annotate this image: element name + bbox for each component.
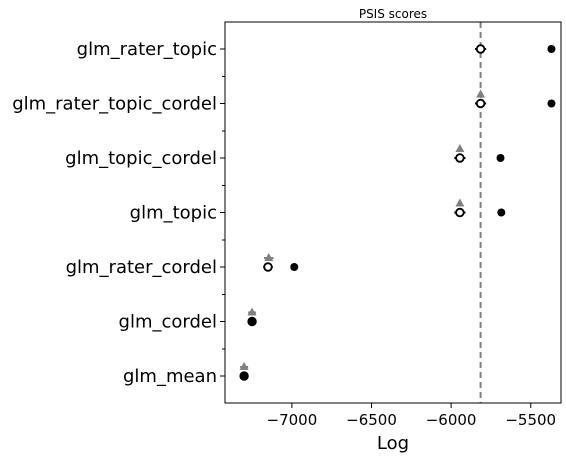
- loo-marker: [455, 153, 465, 163]
- difference-marker: [247, 307, 257, 316]
- difference-marker: [476, 89, 486, 98]
- in-sample-marker: [496, 154, 505, 162]
- x-axis-label: Log: [377, 433, 409, 454]
- loo-marker: [263, 262, 273, 272]
- in-sample-marker: [290, 263, 299, 271]
- difference-marker: [239, 362, 249, 370]
- in-sample-marker: [547, 99, 556, 108]
- y-tick-label: glm_rater_topic: [77, 39, 217, 60]
- y-tick-label: glm_rater_cordel: [66, 257, 217, 278]
- plot-area: −7000 −6500 −6000 −5500 glm_rater_topic glm_r…: [12, 22, 556, 429]
- plot-frame: [224, 21, 562, 404]
- in-sample-marker: [547, 45, 556, 53]
- y-tick-label: glm_topic: [130, 203, 217, 224]
- y-tick-label: glm_cordel: [119, 312, 217, 333]
- in-sample-marker: [240, 372, 249, 380]
- chart-title: PSIS scores: [359, 7, 427, 21]
- loo-marker: [455, 207, 465, 218]
- x-tick-label: −6000: [426, 411, 477, 429]
- x-tick-label: −5500: [505, 411, 556, 429]
- loo-marker: [475, 44, 486, 54]
- x-tick-label: −7000: [267, 411, 318, 429]
- y-tick-label: glm_mean: [123, 366, 217, 387]
- y-tick-label: glm_rater_topic_cordel: [12, 94, 217, 115]
- y-tick-label: glm_topic_cordel: [65, 148, 217, 169]
- difference-marker: [455, 198, 465, 207]
- in-sample-marker: [248, 317, 257, 326]
- in-sample-marker: [497, 208, 506, 217]
- difference-marker: [455, 144, 465, 152]
- loo-marker: [475, 98, 486, 109]
- difference-marker: [264, 253, 274, 261]
- x-tick-label: −6500: [346, 411, 397, 429]
